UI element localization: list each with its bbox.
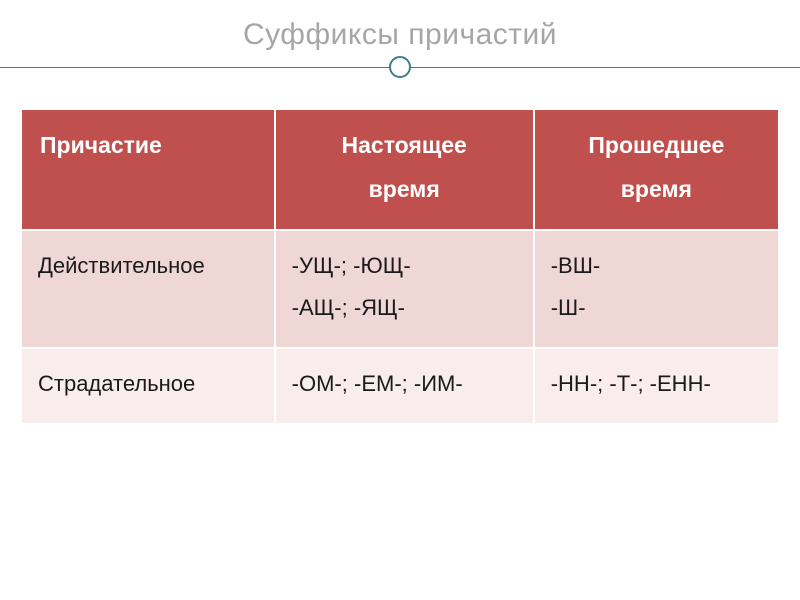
col-header-text: время [294, 168, 515, 212]
cell-text: -НН-; -Т-; -ЕНН- [551, 363, 762, 405]
table-body: Действительное -УЩ-; -ЮЩ- -АЩ-; -ЯЩ- -ВШ… [21, 230, 779, 423]
cell-active-past: -ВШ- -Ш- [534, 230, 779, 348]
table-row: Действительное -УЩ-; -ЮЩ- -АЩ-; -ЯЩ- -ВШ… [21, 230, 779, 348]
divider-line-right [410, 67, 800, 68]
cell-text: -ВШ- [551, 245, 762, 287]
participle-suffix-table: Причастие Настоящее время Прошедшее врем… [20, 108, 780, 425]
cell-text: -УЩ-; -ЮЩ- [292, 245, 517, 287]
cell-active-present: -УЩ-; -ЮЩ- -АЩ-; -ЯЩ- [275, 230, 534, 348]
title-divider [0, 56, 800, 78]
slide-title: Суффиксы причастий [0, 18, 800, 52]
cell-text: Страдательное [38, 363, 258, 405]
table-header-row: Причастие Настоящее время Прошедшее врем… [21, 109, 779, 230]
cell-passive-label: Страдательное [21, 348, 275, 424]
slide: Суффиксы причастий Причастие Настоящее в… [0, 0, 800, 600]
table-header: Причастие Настоящее время Прошедшее врем… [21, 109, 779, 230]
table-row: Страдательное -ОМ-; -ЕМ-; -ИМ- -НН-; -Т-… [21, 348, 779, 424]
col-header-past: Прошедшее время [534, 109, 779, 230]
cell-active-label: Действительное [21, 230, 275, 348]
col-header-text: Причастие [40, 124, 256, 168]
cell-text: -Ш- [551, 287, 762, 329]
title-region: Суффиксы причастий [0, 0, 800, 90]
col-header-participle: Причастие [21, 109, 275, 230]
cell-text: Действительное [38, 245, 258, 287]
cell-text: -ОМ-; -ЕМ-; -ИМ- [292, 363, 517, 405]
divider-circle-icon [389, 56, 411, 78]
divider-line-left [0, 67, 390, 68]
col-header-text: время [553, 168, 760, 212]
col-header-text: Настоящее [294, 124, 515, 168]
col-header-present: Настоящее время [275, 109, 534, 230]
col-header-text: Прошедшее [553, 124, 760, 168]
cell-passive-present: -ОМ-; -ЕМ-; -ИМ- [275, 348, 534, 424]
cell-passive-past: -НН-; -Т-; -ЕНН- [534, 348, 779, 424]
cell-text: -АЩ-; -ЯЩ- [292, 287, 517, 329]
